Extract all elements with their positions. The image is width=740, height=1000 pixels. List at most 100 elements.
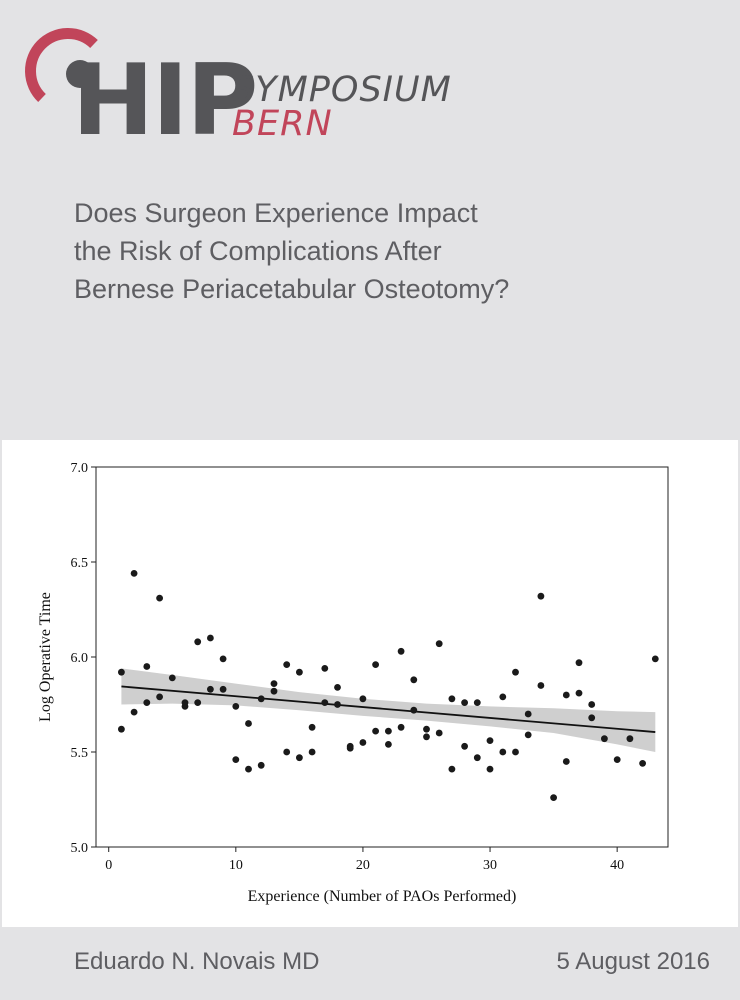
data-point — [257, 761, 265, 769]
data-point — [143, 663, 151, 670]
data-point — [562, 691, 570, 699]
data-point — [346, 744, 354, 752]
data-point — [372, 661, 379, 668]
data-point — [385, 727, 392, 735]
presentation-date: 5 August 2016 — [556, 948, 710, 975]
data-point — [296, 754, 303, 762]
title-line-2: the Risk of Complications After — [74, 236, 442, 266]
logo-ring-mark — [25, 28, 98, 102]
chart-panel: 0 10 20 30 40 5.0 5.5 6.0 6.5 7.0 Experience (Nu… — [2, 440, 738, 927]
data-point — [270, 680, 278, 687]
data-point — [219, 655, 227, 663]
data-point — [130, 708, 138, 716]
y-tick-label: 6.0 — [71, 651, 89, 666]
data-point — [334, 684, 341, 691]
data-point — [562, 758, 570, 765]
data-point — [334, 701, 341, 708]
data-point — [168, 674, 176, 682]
data-point — [512, 748, 519, 756]
logo-hip-text: HIP — [72, 44, 258, 158]
logo-symposium-text: SYMPOSIUM — [232, 70, 452, 110]
author-name: Eduardo N. Novais MD — [74, 948, 320, 975]
data-point — [423, 725, 430, 733]
data-point — [232, 756, 240, 763]
data-point — [207, 634, 214, 642]
data-point — [626, 735, 634, 743]
data-point — [359, 695, 367, 703]
data-point — [308, 748, 316, 756]
data-point — [359, 739, 367, 746]
data-point — [537, 682, 545, 689]
data-point — [651, 655, 659, 663]
data-point — [372, 727, 379, 735]
data-point — [321, 699, 329, 706]
data-point — [461, 742, 468, 750]
data-point — [473, 699, 481, 706]
y-axis-label: Log Operative Time — [37, 592, 54, 722]
logo-ball — [66, 60, 94, 88]
presentation-title: Does Surgeon Experience Impact the Risk … — [74, 194, 674, 308]
data-point — [588, 714, 596, 722]
data-point — [435, 729, 443, 737]
data-point — [143, 699, 151, 706]
data-point — [207, 685, 214, 693]
footer-bar — [0, 927, 740, 1000]
data-point — [308, 723, 316, 731]
y-tick-label: 6.5 — [71, 556, 89, 571]
header-banner: HIP SYMPOSIUM BERN Does Surgeon Experien… — [0, 0, 740, 440]
data-point — [397, 723, 405, 731]
data-point — [194, 638, 202, 646]
data-point — [130, 570, 138, 577]
logo-bern-text: BERN — [232, 104, 333, 144]
data-point — [613, 756, 621, 763]
regression-line — [121, 685, 656, 733]
data-point — [473, 754, 481, 762]
plot-frame — [95, 466, 669, 848]
x-tick-label: 30 — [483, 858, 497, 873]
data-point — [232, 703, 240, 710]
data-point — [423, 733, 430, 741]
data-point — [270, 687, 278, 695]
data-point — [296, 668, 303, 676]
data-point — [550, 794, 557, 801]
data-point — [245, 765, 252, 773]
data-point — [499, 748, 507, 756]
y-tick-label: 7.0 — [71, 461, 89, 476]
data-point — [435, 640, 443, 648]
data-point — [283, 748, 291, 756]
confidence-band — [121, 668, 656, 752]
data-point — [397, 647, 405, 655]
data-point — [588, 701, 596, 708]
title-line-1: Does Surgeon Experience Impact — [74, 198, 478, 228]
data-point — [639, 760, 646, 767]
data-point — [156, 693, 164, 701]
data-point — [512, 668, 519, 676]
data-point — [410, 706, 418, 714]
data-point — [601, 735, 608, 743]
data-point — [575, 659, 583, 667]
data-point — [410, 676, 418, 684]
data-point — [524, 710, 532, 718]
data-point — [537, 592, 545, 600]
data-point — [181, 699, 189, 706]
x-tick-label: 10 — [229, 858, 243, 873]
scatter-chart: 0 10 20 30 40 5.0 5.5 6.0 6.5 7.0 Experience (Nu… — [37, 461, 669, 905]
x-tick-label: 20 — [356, 858, 370, 873]
x-tick-label: 0 — [105, 858, 112, 873]
data-point — [156, 594, 164, 602]
data-point — [385, 741, 392, 748]
hip-symposium-logo: HIP SYMPOSIUM BERN — [0, 0, 740, 170]
x-axis-label: Experience (Number of PAOs Performed) — [248, 888, 517, 905]
data-point — [461, 699, 468, 706]
data-point — [499, 693, 507, 701]
x-tick-label: 40 — [610, 858, 624, 873]
data-point — [194, 699, 202, 706]
data-point — [219, 685, 227, 693]
data-point — [448, 765, 456, 773]
data-point — [524, 731, 532, 739]
data-point — [118, 668, 125, 676]
data-point — [321, 665, 329, 672]
data-point — [448, 695, 456, 703]
data-point — [118, 725, 125, 733]
data-point — [486, 737, 494, 744]
